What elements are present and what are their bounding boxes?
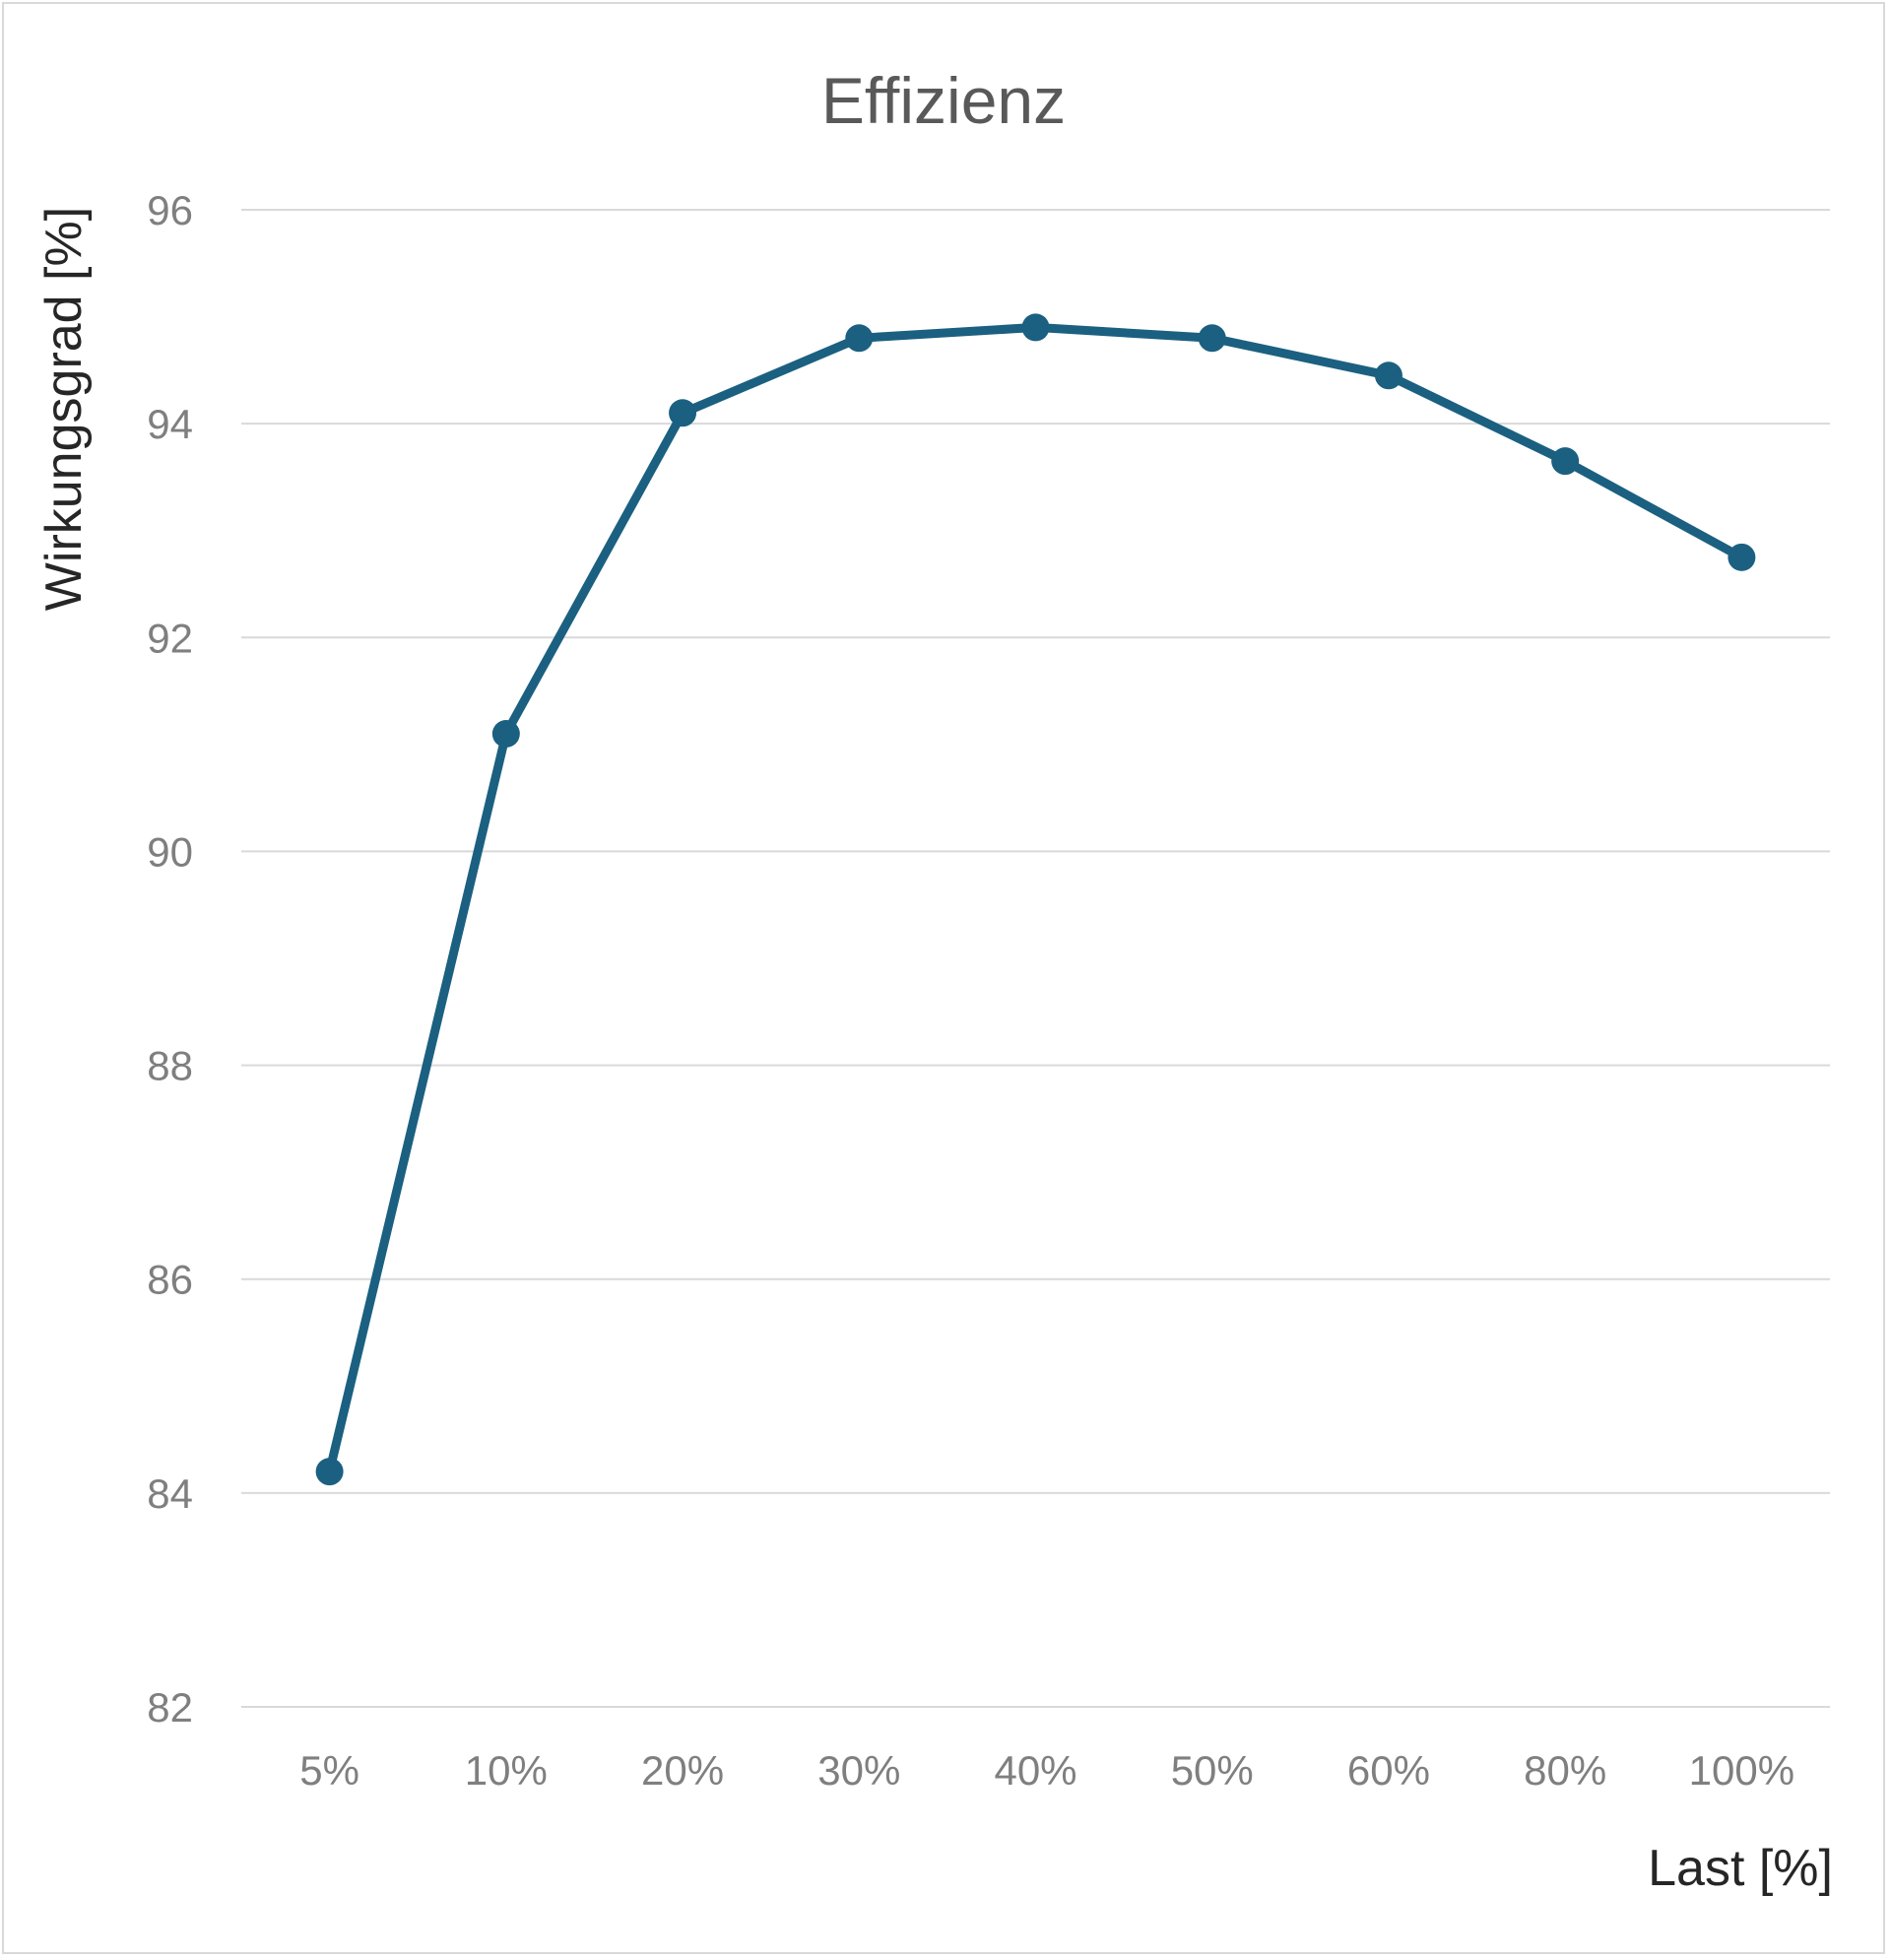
x-tick-label: 10% bbox=[465, 1747, 548, 1794]
data-point bbox=[845, 324, 874, 353]
x-tick-label: 50% bbox=[1171, 1747, 1254, 1794]
x-tick-label: 80% bbox=[1524, 1747, 1606, 1794]
data-point bbox=[1198, 324, 1226, 353]
y-tick-label: 84 bbox=[147, 1470, 193, 1517]
y-tick-label: 96 bbox=[147, 187, 193, 233]
chart-title: Effizienz bbox=[821, 64, 1066, 137]
data-point bbox=[1551, 447, 1580, 476]
series-line bbox=[325, 322, 1746, 1476]
y-tick-label: 82 bbox=[147, 1684, 193, 1731]
x-tick-label: 20% bbox=[641, 1747, 724, 1794]
data-point bbox=[1728, 543, 1756, 571]
y-axis-title: Wirkungsgrad [%] bbox=[35, 207, 93, 611]
y-tick-label: 92 bbox=[147, 615, 193, 661]
data-point bbox=[1021, 313, 1050, 342]
y-tick-label: 94 bbox=[147, 401, 193, 447]
x-tick-label: 40% bbox=[994, 1747, 1076, 1794]
y-tick-label: 86 bbox=[147, 1257, 193, 1303]
data-point bbox=[315, 1458, 344, 1486]
data-point bbox=[491, 720, 520, 748]
x-tick-labels: 5% 10% 20% 30% 40% 50% 60% 80% 100% bbox=[299, 1747, 1794, 1794]
y-tick-label: 88 bbox=[147, 1043, 193, 1089]
x-axis-title: Last [%] bbox=[1648, 1840, 1833, 1897]
data-point bbox=[669, 399, 697, 427]
x-tick-label: 5% bbox=[299, 1747, 359, 1794]
x-tick-label: 30% bbox=[817, 1747, 900, 1794]
gridlines bbox=[241, 209, 1830, 1708]
y-tick-label: 90 bbox=[147, 828, 193, 875]
x-tick-label: 100% bbox=[1689, 1747, 1794, 1794]
y-tick-labels: 82 84 86 88 90 92 94 96 bbox=[147, 187, 193, 1731]
x-tick-label: 60% bbox=[1347, 1747, 1430, 1794]
data-point bbox=[1374, 361, 1402, 390]
data-points bbox=[315, 313, 1756, 1486]
